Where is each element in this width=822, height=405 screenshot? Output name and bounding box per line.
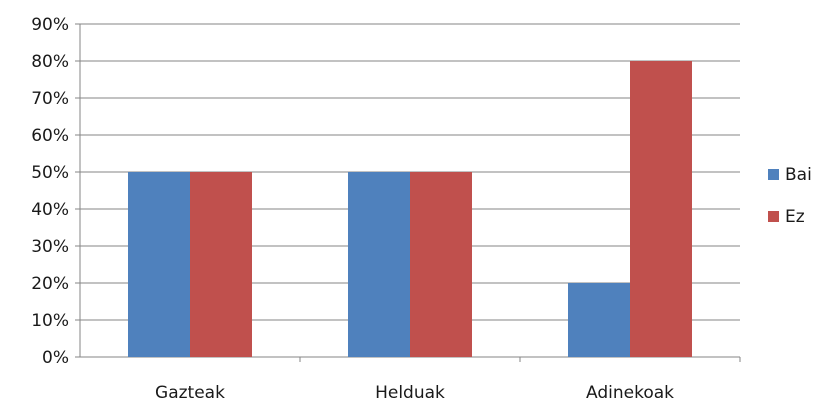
y-tick-label: 20%	[31, 274, 69, 294]
bar-bai-gazteak	[128, 172, 190, 357]
bar-ez-helduak	[410, 172, 472, 357]
bar-ez-gazteak	[190, 172, 252, 357]
legend: Bai Ez	[768, 165, 812, 227]
bar-bai-helduak	[348, 172, 410, 357]
x-axis-labels: Gazteak Helduak Adinekoak	[155, 383, 674, 403]
legend-label-bai: Bai	[785, 165, 812, 185]
bar-ez-adinekoak	[630, 61, 692, 357]
legend-swatch-bai	[768, 169, 779, 180]
x-category-label: Adinekoak	[586, 383, 674, 403]
y-tick-label: 0%	[42, 348, 69, 368]
y-tick-label: 40%	[31, 200, 69, 220]
y-tick-label: 30%	[31, 237, 69, 257]
y-tick-label: 80%	[31, 52, 69, 72]
x-category-label: Helduak	[375, 383, 445, 403]
bars	[128, 61, 692, 357]
y-tick-label: 50%	[31, 163, 69, 183]
bar-bai-adinekoak	[568, 283, 630, 357]
y-tick-label: 60%	[31, 126, 69, 146]
legend-label-ez: Ez	[785, 207, 805, 227]
y-tick-label: 70%	[31, 89, 69, 109]
y-axis-ticks: 0% 10% 20% 30% 40% 50% 60% 70% 80% 90%	[31, 15, 80, 368]
y-tick-label: 10%	[31, 311, 69, 331]
y-tick-label: 90%	[31, 15, 69, 35]
legend-swatch-ez	[768, 211, 779, 222]
x-category-label: Gazteak	[155, 383, 225, 403]
